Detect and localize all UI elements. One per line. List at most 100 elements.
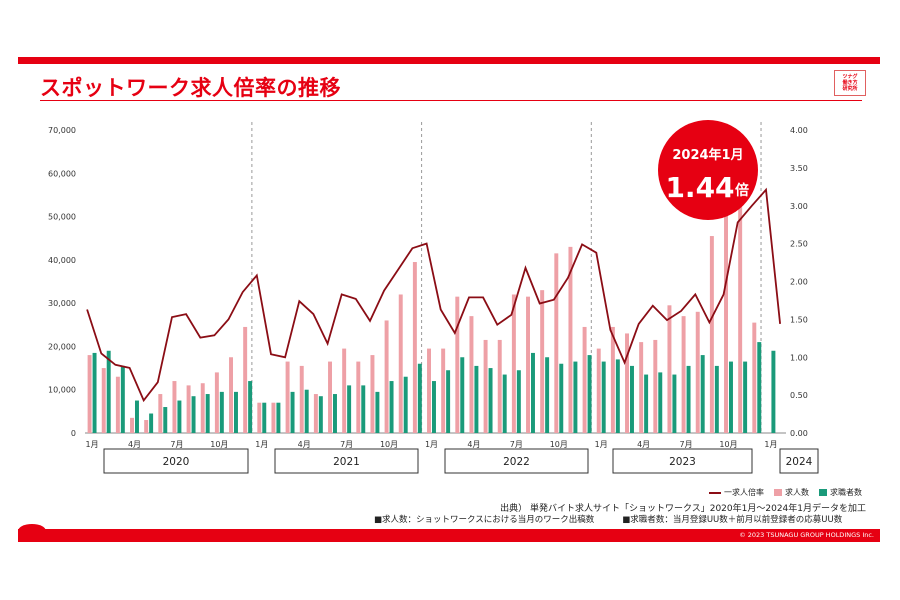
bar-jobs <box>186 385 191 433</box>
bar-seekers <box>149 413 154 433</box>
bar-jobs <box>412 262 417 433</box>
callout-date: 2024年1月 <box>672 147 743 163</box>
bar-jobs <box>497 339 502 433</box>
legend-swatch-ratio <box>709 491 721 494</box>
legend-label-seekers: 求職者数 <box>830 488 862 497</box>
bar-seekers <box>120 365 125 433</box>
page-title: スポットワーク求人倍率の推移 <box>40 76 341 100</box>
bar-seekers <box>587 355 592 433</box>
year-box <box>274 448 419 474</box>
month-tick-label: 7月 <box>510 440 523 449</box>
right-tick-label: 1.50 <box>790 315 808 324</box>
bar-seekers <box>545 357 550 433</box>
bar-jobs <box>214 372 219 433</box>
bar-jobs <box>625 333 629 433</box>
right-tick-label: 1.00 <box>790 353 808 362</box>
year-label: 2020 <box>163 456 190 468</box>
bar-seekers <box>644 374 649 433</box>
bar-jobs <box>695 311 700 433</box>
year-label: 2021 <box>333 456 360 468</box>
bar-seekers <box>177 400 182 433</box>
bar-seekers <box>502 374 507 433</box>
bar-seekers <box>262 402 267 433</box>
bar-jobs <box>469 316 474 433</box>
right-tick-label: 0.00 <box>790 429 808 438</box>
bar-seekers <box>686 365 691 433</box>
bar-jobs <box>427 348 431 433</box>
month-tick-label: 10月 <box>210 440 228 449</box>
bar-seekers <box>333 394 337 433</box>
right-tick-label: 0.50 <box>790 391 808 400</box>
bar-jobs <box>540 290 545 433</box>
bar-seekers <box>304 389 309 433</box>
logo-line-3: 研究所 <box>842 86 858 92</box>
bar-seekers <box>516 370 521 433</box>
bar-jobs <box>200 383 205 433</box>
legend-swatch-jobs <box>774 489 782 496</box>
right-tick-label: 2.00 <box>790 278 808 287</box>
bar-seekers <box>191 396 196 433</box>
bar-seekers <box>573 361 578 433</box>
bottom-accent-bar <box>18 529 880 542</box>
legend-item-jobs: 求人数 <box>774 487 809 498</box>
month-tick-label: 1月 <box>595 440 608 449</box>
month-tick-label: 7月 <box>340 440 353 449</box>
month-tick-label: 1月 <box>255 440 268 449</box>
chart-legend: 一求人倍率 求人数 求職者数 <box>709 487 862 498</box>
corner-tab <box>18 524 46 538</box>
month-tick-label: 1月 <box>425 440 438 449</box>
bar-seekers <box>318 396 323 433</box>
left-tick-label: 30,000 <box>48 299 76 308</box>
bar-jobs <box>681 316 686 433</box>
bar-seekers <box>743 361 748 433</box>
month-tick-label: 10月 <box>550 440 568 449</box>
year-box <box>444 448 589 474</box>
bar-seekers <box>361 385 366 433</box>
bar-seekers <box>389 381 394 433</box>
legend-item-seekers: 求職者数 <box>819 487 862 498</box>
bar-jobs <box>483 339 488 433</box>
bar-jobs <box>257 402 262 433</box>
bar-jobs <box>653 339 658 433</box>
bar-seekers <box>559 363 564 433</box>
bar-seekers <box>531 352 535 433</box>
bar-jobs <box>455 296 460 433</box>
bar-seekers <box>347 385 352 433</box>
callout-bubble <box>658 120 758 220</box>
bar-jobs <box>328 361 332 433</box>
bar-seekers <box>446 370 451 433</box>
bar-seekers <box>290 391 295 433</box>
left-tick-label: 60,000 <box>48 169 76 178</box>
bar-jobs <box>243 326 248 433</box>
bar-seekers <box>106 350 111 433</box>
right-tick-label: 4.00 <box>790 126 808 135</box>
bar-seekers <box>714 365 719 433</box>
bar-seekers <box>658 372 663 433</box>
bar-jobs <box>299 365 304 433</box>
month-tick-label: 4月 <box>467 440 480 449</box>
year-box <box>779 448 819 474</box>
bar-jobs <box>144 420 149 433</box>
bar-jobs <box>285 361 290 433</box>
bar-seekers <box>700 355 705 433</box>
bar-seekers <box>630 365 634 433</box>
legend-item-ratio: 一求人倍率 <box>709 487 764 498</box>
year-label: 2023 <box>669 456 696 468</box>
legend-label-ratio: 一求人倍率 <box>724 488 764 497</box>
bar-seekers <box>460 357 465 433</box>
bar-seekers <box>205 394 210 433</box>
month-tick-label: 7月 <box>170 440 183 449</box>
bar-jobs <box>554 253 559 433</box>
bar-jobs <box>158 394 163 433</box>
callout-unit: 倍 <box>735 182 749 199</box>
bar-seekers <box>432 381 436 433</box>
note-seekers: ■求職者数：当月登録UU数＋前月以前登録者の応募UU数 <box>622 515 843 525</box>
source-note: 出典） 単発バイト求人サイト「ショットワークス」2020年1月～2024年1月デ… <box>500 504 866 514</box>
month-tick-label: 10月 <box>719 440 737 449</box>
left-tick-label: 70,000 <box>48 126 76 135</box>
bar-jobs <box>101 368 106 433</box>
bar-jobs <box>342 348 347 433</box>
callout-value: 1.44 <box>665 171 734 204</box>
bar-jobs <box>752 322 757 433</box>
bar-jobs <box>667 305 672 433</box>
